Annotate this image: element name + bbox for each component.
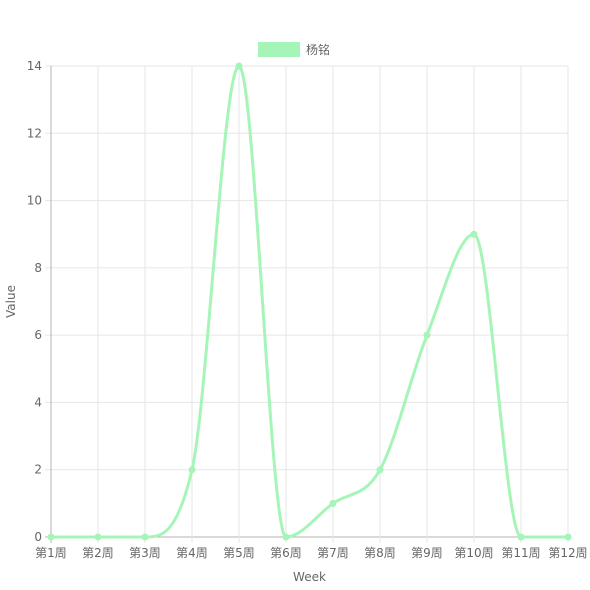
x-tick-label: 第4周 (176, 546, 208, 560)
data-point[interactable] (235, 62, 243, 70)
data-point[interactable] (94, 533, 102, 541)
legend-label: 杨铭 (306, 42, 330, 57)
x-tick-label: 第3周 (129, 546, 161, 560)
x-tick-label: 第11周 (501, 546, 540, 560)
data-point[interactable] (376, 466, 384, 474)
data-point[interactable] (329, 499, 337, 507)
data-point[interactable] (141, 533, 149, 541)
y-tick-label: 4 (34, 395, 42, 409)
y-tick-label: 12 (27, 126, 42, 140)
x-tick-label: 第9周 (411, 546, 443, 560)
y-tick-labels: 0 2 4 6 8 10 12 14 (27, 59, 42, 544)
y-tick-label: 2 (34, 463, 42, 477)
data-point[interactable] (564, 533, 572, 541)
x-tick-label: 第6周 (270, 546, 302, 560)
y-tick-label: 6 (34, 328, 42, 342)
y-axis-label: Value (4, 285, 18, 318)
data-point[interactable] (47, 533, 55, 541)
grid-lines (45, 65, 569, 543)
x-tick-label: 第2周 (82, 546, 114, 560)
y-tick-label: 0 (34, 530, 42, 544)
x-axis-label: Week (293, 570, 326, 584)
x-tick-labels: 第1周 第2周 第3周 第4周 第5周 第6周 第7周 第8周 第9周 第10周 第11周 第12周 (35, 546, 587, 560)
y-tick-label: 8 (34, 261, 42, 275)
x-tick-label: 第8周 (364, 546, 396, 560)
data-point[interactable] (188, 466, 196, 474)
legend-swatch (258, 42, 300, 57)
y-tick-label: 10 (27, 194, 42, 208)
data-point[interactable] (282, 533, 290, 541)
series-line (49, 64, 570, 539)
x-tick-label: 第1周 (35, 546, 67, 560)
x-tick-label: 第7周 (317, 546, 349, 560)
y-tick-label: 14 (27, 59, 42, 73)
data-point[interactable] (517, 533, 525, 541)
x-tick-label: 第10周 (454, 546, 493, 560)
legend[interactable]: 杨铭 (258, 42, 330, 57)
series-layer (47, 62, 572, 541)
x-tick-label: 第12周 (548, 546, 587, 560)
x-tick-label: 第5周 (223, 546, 255, 560)
data-point[interactable] (423, 331, 431, 339)
data-point[interactable] (470, 230, 478, 238)
